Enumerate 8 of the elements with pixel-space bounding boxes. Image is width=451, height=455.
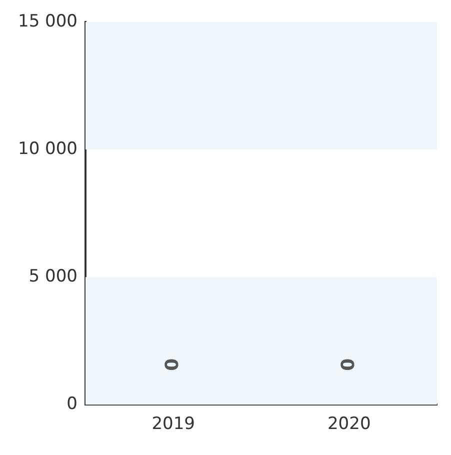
- y-tick-label: 0: [66, 394, 78, 414]
- x-tick-label: 2019: [152, 414, 195, 434]
- y-tick-label: 10 000: [18, 138, 78, 159]
- data-label: 0: [338, 358, 359, 371]
- y-tick-label: 15 000: [18, 11, 78, 32]
- y-tick-label: 5 000: [28, 266, 78, 286]
- x-tick-label: 2020: [327, 414, 371, 434]
- data-label: 0: [162, 358, 184, 371]
